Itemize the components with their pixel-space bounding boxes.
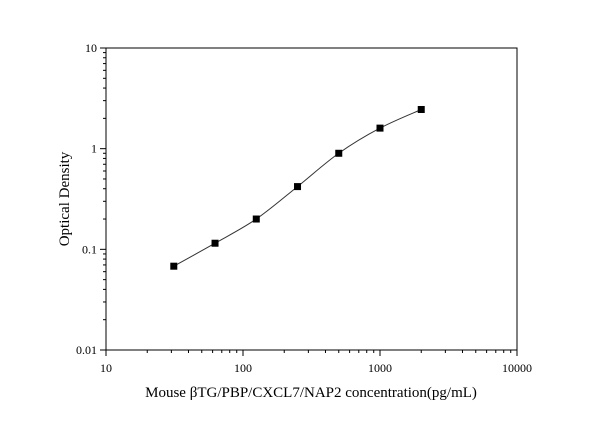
x-tick-label: 10000 [502, 361, 532, 375]
x-tick-label: 100 [234, 361, 252, 375]
data-point-marker [376, 124, 384, 132]
x-tick-label: 1000 [368, 361, 392, 375]
data-point-marker [335, 149, 343, 157]
data-point-marker [417, 105, 425, 113]
data-point-marker [294, 183, 302, 191]
tick-marks [100, 47, 518, 356]
y-tick-label: 10 [85, 41, 97, 55]
data-point-marker [170, 262, 178, 270]
x-axis-title: Mouse βTG/PBP/CXCL7/NAP2 concentration(p… [145, 385, 477, 401]
y-tick-label: 0.01 [76, 343, 97, 357]
plot-frame [105, 47, 518, 351]
tick-labels: 10 100 1000 10000 0.01 0.1 1 10 [76, 41, 532, 375]
y-tick-label: 0.1 [82, 242, 97, 256]
data-points [170, 105, 425, 270]
x-tick-label: 10 [100, 361, 112, 375]
y-axis-title: Optical Density [57, 151, 73, 246]
y-tick-label: 1 [91, 142, 97, 156]
data-point-marker [252, 215, 260, 223]
data-point-marker [211, 239, 219, 247]
